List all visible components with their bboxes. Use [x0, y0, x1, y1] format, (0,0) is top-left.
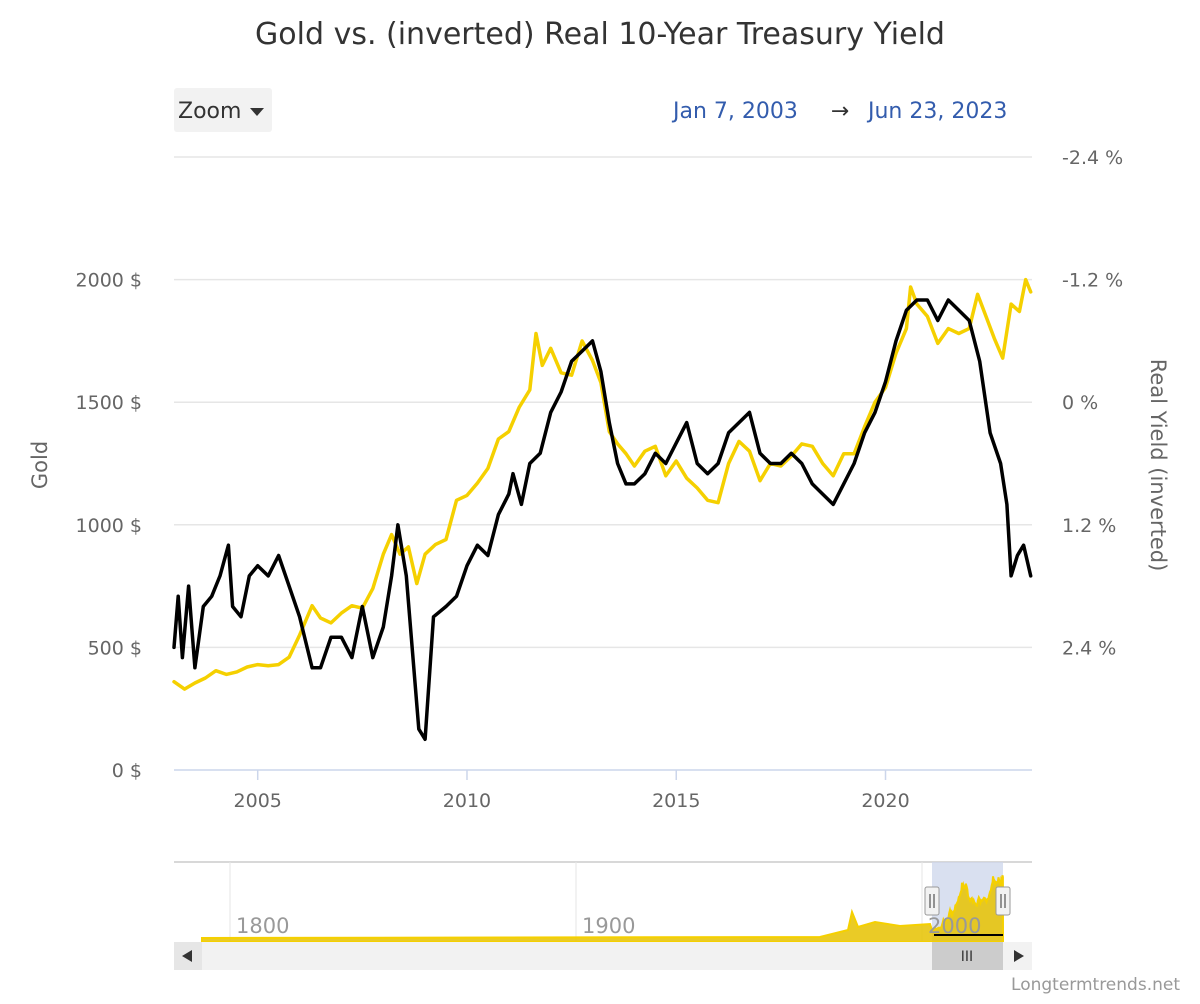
navigator-tick-2000: 2000	[928, 914, 981, 938]
chevron-down-icon[interactable]	[250, 108, 264, 116]
zoom-button-bg[interactable]	[174, 88, 272, 132]
chart-title: Gold vs. (inverted) Real 10-Year Treasur…	[255, 17, 945, 52]
navigator-gold-area	[201, 875, 1005, 943]
navigator-handle-left-box[interactable]	[924, 886, 940, 916]
navigator-tick-1800: 1800	[236, 914, 289, 938]
x-tick-label: 2005	[234, 790, 282, 812]
y-right-tick-label: 1.2 %	[1062, 515, 1116, 537]
range-from[interactable]: Jan 7, 2003	[671, 99, 798, 124]
x-tick-label: 2010	[443, 790, 491, 812]
navigator-tick-1900: 1900	[582, 914, 635, 938]
navigator[interactable]: 1800 1900 2000	[174, 861, 1032, 943]
y-right-tick-label: -2.4 %	[1062, 147, 1123, 169]
y-right-tick-label: -1.2 %	[1062, 270, 1123, 292]
real-yield-series-line	[172, 298, 1033, 742]
y-left-tick-label: 1500 $	[76, 392, 142, 414]
range-arrow: →	[831, 99, 849, 124]
scrollbar-track[interactable]	[174, 942, 1032, 970]
navigator-handle-left[interactable]	[924, 886, 940, 916]
credit-link[interactable]: Longtermtrends.net	[1011, 975, 1180, 995]
y-left-title: Gold	[28, 441, 52, 489]
gold-series-line	[172, 277, 1033, 691]
scrollbar-grip[interactable]: III	[961, 949, 973, 965]
x-tick-label: 2020	[861, 790, 909, 812]
arrow-left-icon[interactable]	[182, 950, 192, 962]
series-layer	[172, 277, 1033, 742]
y-left-tick-label: 1000 $	[76, 515, 142, 537]
y-right-axis: -2.4 % -1.2 % 0 % 1.2 % 2.4 %	[1062, 147, 1123, 659]
x-tick-label: 2015	[652, 790, 700, 812]
y-left-tick-label: 2000 $	[76, 270, 142, 292]
navigator-handle-right-box[interactable]	[995, 886, 1011, 916]
zoom-button[interactable]: Zoom	[174, 88, 272, 132]
y-left-tick-label: 500 $	[88, 637, 142, 659]
y-right-tick-label: 0 %	[1062, 392, 1098, 414]
navigator-handle-right[interactable]	[995, 886, 1011, 916]
scrollbar-thumb[interactable]	[932, 942, 1003, 970]
y-right-tick-label: 2.4 %	[1062, 637, 1116, 659]
range-to[interactable]: Jun 23, 2023	[866, 99, 1007, 124]
zoom-label[interactable]: Zoom	[178, 99, 241, 124]
gridlines	[174, 156, 1032, 771]
y-left-axis: 0 $ 500 $ 1000 $ 1500 $ 2000 $	[76, 270, 142, 782]
arrow-right-icon[interactable]	[1014, 950, 1024, 962]
y-right-title: Real Yield (inverted)	[1146, 359, 1170, 572]
y-left-tick-label: 0 $	[112, 760, 142, 782]
x-axis: 2005 2010 2015 2020	[234, 770, 910, 812]
scrollbar[interactable]: III	[174, 942, 1032, 970]
